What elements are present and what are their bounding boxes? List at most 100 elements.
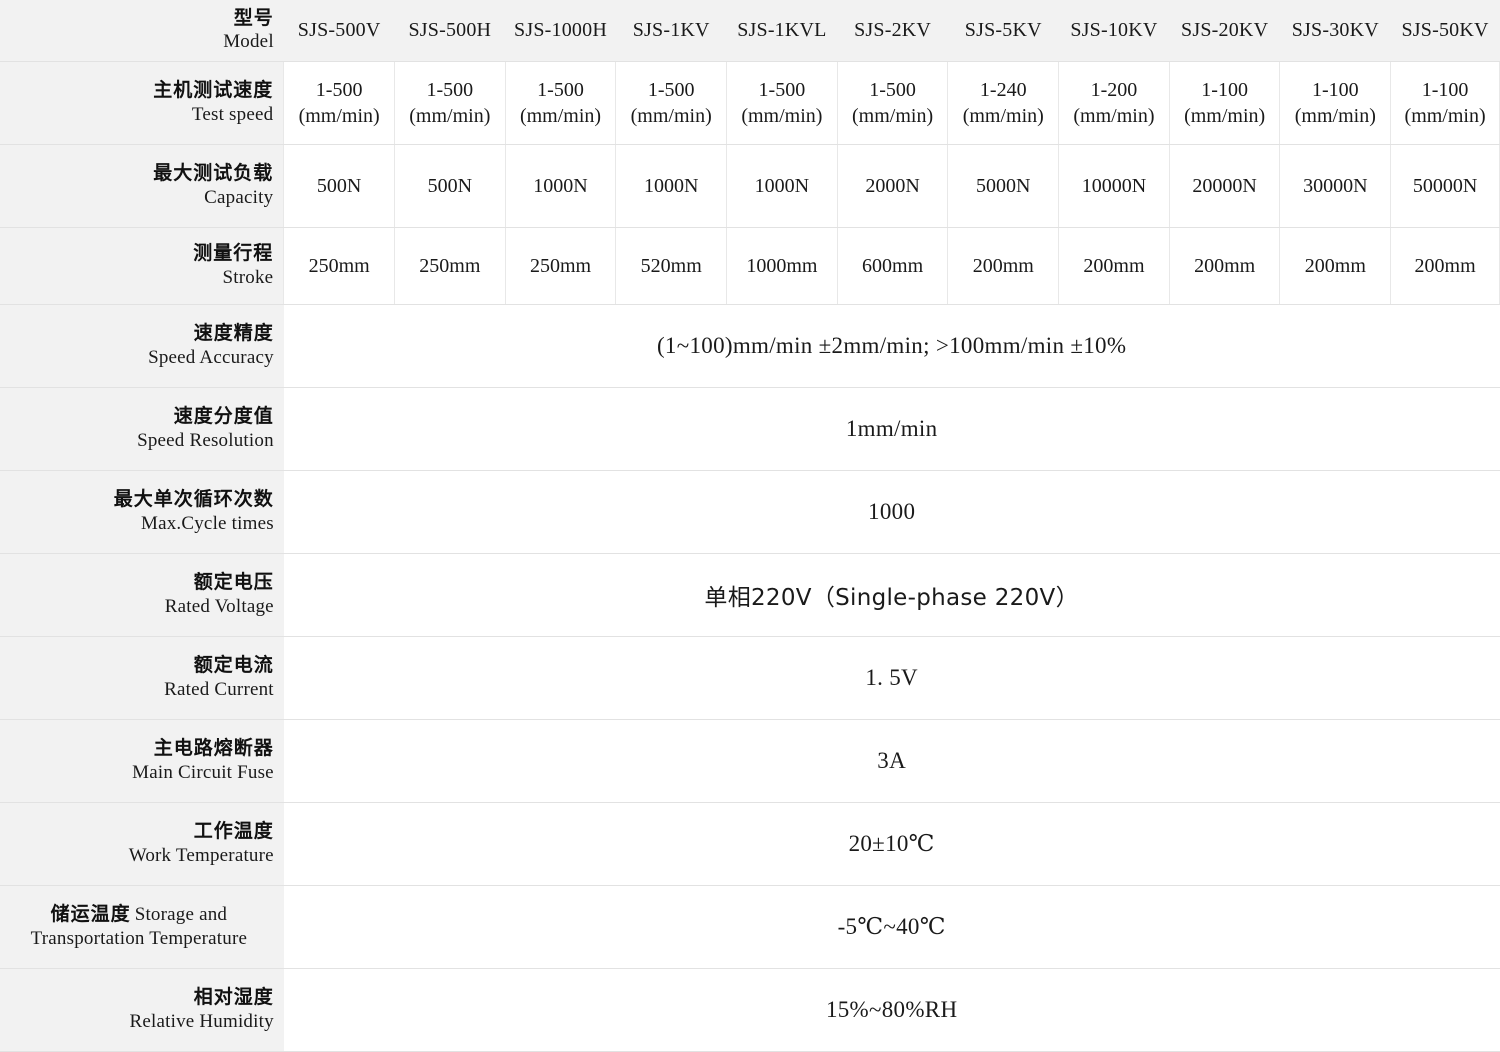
model-column-header: SJS-20KV <box>1169 0 1280 62</box>
spec-value: 1-500 <box>869 78 916 101</box>
spec-value-cell: 20000N <box>1168 143 1281 228</box>
table-header-row: 型号 Model SJS-500V SJS-500H SJS-1000H SJS-1KV S… <box>0 0 1500 62</box>
row-label-en-line2: Transportation Temperature <box>30 928 248 950</box>
spec-value: 200mm <box>1414 254 1476 277</box>
spec-value-unit: (mm/min) <box>962 104 1044 127</box>
row-label: 最大单次循环次数 Max.Cycle times <box>0 469 284 554</box>
model-column-header: SJS-1KV <box>615 0 727 62</box>
row-label: 主电路熔断器 Main Circuit Fuse <box>0 718 284 803</box>
spec-value-cell: 1000N <box>615 143 728 228</box>
spec-value: 2000N <box>865 174 920 197</box>
spec-value-cell: 1-500 (mm/min) <box>836 60 949 145</box>
spec-value: 10000N <box>1081 174 1147 197</box>
spec-value: 250mm <box>308 254 370 277</box>
spec-value: 200mm <box>1083 254 1145 277</box>
row-label-en: Rated Voltage <box>164 595 274 617</box>
spec-value-unit: (mm/min) <box>1184 104 1266 127</box>
row-label-en: Capacity <box>204 186 274 208</box>
row-label: 储运温度 Storage and Transportation Temperatu… <box>0 884 284 969</box>
spec-value: 1-200 <box>1090 78 1138 101</box>
model-column-header: SJS-50KV <box>1390 0 1500 62</box>
spec-value-cell: 30000N <box>1279 143 1392 228</box>
row-label-cn: 主机测试速度 <box>153 79 274 102</box>
row-label-en: Relative Humidity <box>129 1010 274 1032</box>
spec-value-cell: 1000N <box>726 143 838 228</box>
spec-value-cell: 1-240 (mm/min) <box>947 60 1060 145</box>
table-row: 最大测试负载 Capacity 500N 500N 1000N 1000N 1000N 200… <box>0 143 1500 228</box>
row-label-en: Max.Cycle times <box>140 512 274 534</box>
spec-value-cell: 50000N <box>1390 143 1500 228</box>
spec-value: 50000N <box>1412 174 1478 197</box>
spec-value: 1-500 <box>315 78 363 101</box>
row-label: 额定电压 Rated Voltage <box>0 552 284 637</box>
spec-value: 1-100 <box>1421 78 1469 101</box>
spec-value-cell: 600mm <box>836 226 949 305</box>
table-row: 最大单次循环次数 Max.Cycle times 1000 <box>0 469 1500 554</box>
spec-value: 200mm <box>1194 254 1256 277</box>
spec-value-merged: -5℃~40℃ <box>283 884 1500 969</box>
row-label-en: Rated Current <box>164 678 274 700</box>
spec-value: 1000N <box>533 174 588 197</box>
spec-value-merged: 1. 5V <box>283 635 1500 720</box>
spec-value: 1-100 <box>1311 78 1359 101</box>
spec-value: 200mm <box>972 254 1034 277</box>
spec-value: 250mm <box>419 254 481 277</box>
spec-value-cell: 1-100 (mm/min) <box>1279 60 1392 145</box>
spec-value-cell: 250mm <box>393 226 506 305</box>
row-label-cn: 相对湿度 <box>193 986 274 1009</box>
row-label-cn: 速度分度值 <box>173 405 274 428</box>
table-row: 主机测试速度 Test speed 1-500 (mm/min) 1-500 (mm/mi… <box>0 60 1500 145</box>
row-label: 主机测试速度 Test speed <box>0 60 284 145</box>
spec-value-unit: (mm/min) <box>409 104 491 127</box>
spec-value-unit: (mm/min) <box>630 104 712 127</box>
table-row: 主电路熔断器 Main Circuit Fuse 3A <box>0 718 1500 803</box>
spec-value: 1-500 <box>537 78 584 101</box>
spec-value-merged: (1~100)mm/min ±2mm/min; >100mm/min ±10% <box>283 303 1500 388</box>
spec-value-unit: (mm/min) <box>741 104 823 127</box>
spec-value: 30000N <box>1303 174 1368 197</box>
row-label-cn: 主电路熔断器 <box>153 737 274 760</box>
spec-value-cell: 1-500 (mm/min) <box>504 60 617 145</box>
row-label: 工作温度 Work Temperature <box>0 801 284 886</box>
model-column-header: SJS-10KV <box>1058 0 1170 62</box>
model-column-header: SJS-2KV <box>837 0 948 62</box>
spec-value: 5000N <box>976 174 1031 197</box>
spec-value: 250mm <box>529 254 592 277</box>
model-column-header: SJS-500H <box>394 0 506 62</box>
row-label-en: Speed Accuracy <box>148 346 274 368</box>
spec-value-cell: 1-500 (mm/min) <box>283 60 395 145</box>
spec-value-cell: 200mm <box>1279 226 1392 305</box>
spec-value: 1000N <box>754 174 810 197</box>
spec-value-cell: 200mm <box>1168 226 1281 305</box>
table-row: 额定电流 Rated Current 1. 5V <box>0 635 1500 720</box>
spec-value: 520mm <box>640 254 702 277</box>
spec-value-cell: 1-100 (mm/min) <box>1168 60 1281 145</box>
table-row: 额定电压 Rated Voltage 单相220V（Single-phase 220… <box>0 552 1500 637</box>
spec-value-cell: 250mm <box>283 226 395 305</box>
table-row: 测量行程 Stroke 250mm 250mm 250mm 520mm 1000mm 600m… <box>0 226 1500 305</box>
spec-value-unit: (mm/min) <box>1294 104 1376 127</box>
model-column-header: SJS-30KV <box>1279 0 1391 62</box>
spec-value-merged: 单相220V（Single-phase 220V） <box>283 552 1500 637</box>
row-label-en: Test speed <box>191 103 274 125</box>
spec-value: 20000N <box>1192 174 1257 197</box>
row-label: 最大测试负载 Capacity <box>0 143 284 228</box>
table-row: 速度精度 Speed Accuracy (1~100)mm/min ±2mm/min… <box>0 303 1500 388</box>
spec-value: 1-100 <box>1201 78 1248 101</box>
table-row: 相对湿度 Relative Humidity 15%~80%RH <box>0 967 1500 1052</box>
row-label: 相对湿度 Relative Humidity <box>0 967 284 1052</box>
spec-value-unit: (mm/min) <box>519 104 602 127</box>
spec-value-cell: 250mm <box>504 226 617 305</box>
spec-value-merged: 1mm/min <box>283 386 1500 471</box>
spec-value: 1-500 <box>758 78 806 101</box>
model-column-header: SJS-1000H <box>505 0 616 62</box>
row-label-cn: 型号 <box>233 7 274 29</box>
spec-value-merged: 3A <box>283 718 1500 803</box>
spec-value-unit: (mm/min) <box>852 104 934 127</box>
row-label-cn: 工作温度 <box>193 820 274 843</box>
spec-value-cell: 2000N <box>836 143 949 228</box>
model-column-header: SJS-500V <box>283 0 395 62</box>
spec-value-cell: 500N <box>393 143 506 228</box>
spec-value-cell: 1000N <box>504 143 617 228</box>
spec-value: 1-240 <box>979 78 1027 101</box>
